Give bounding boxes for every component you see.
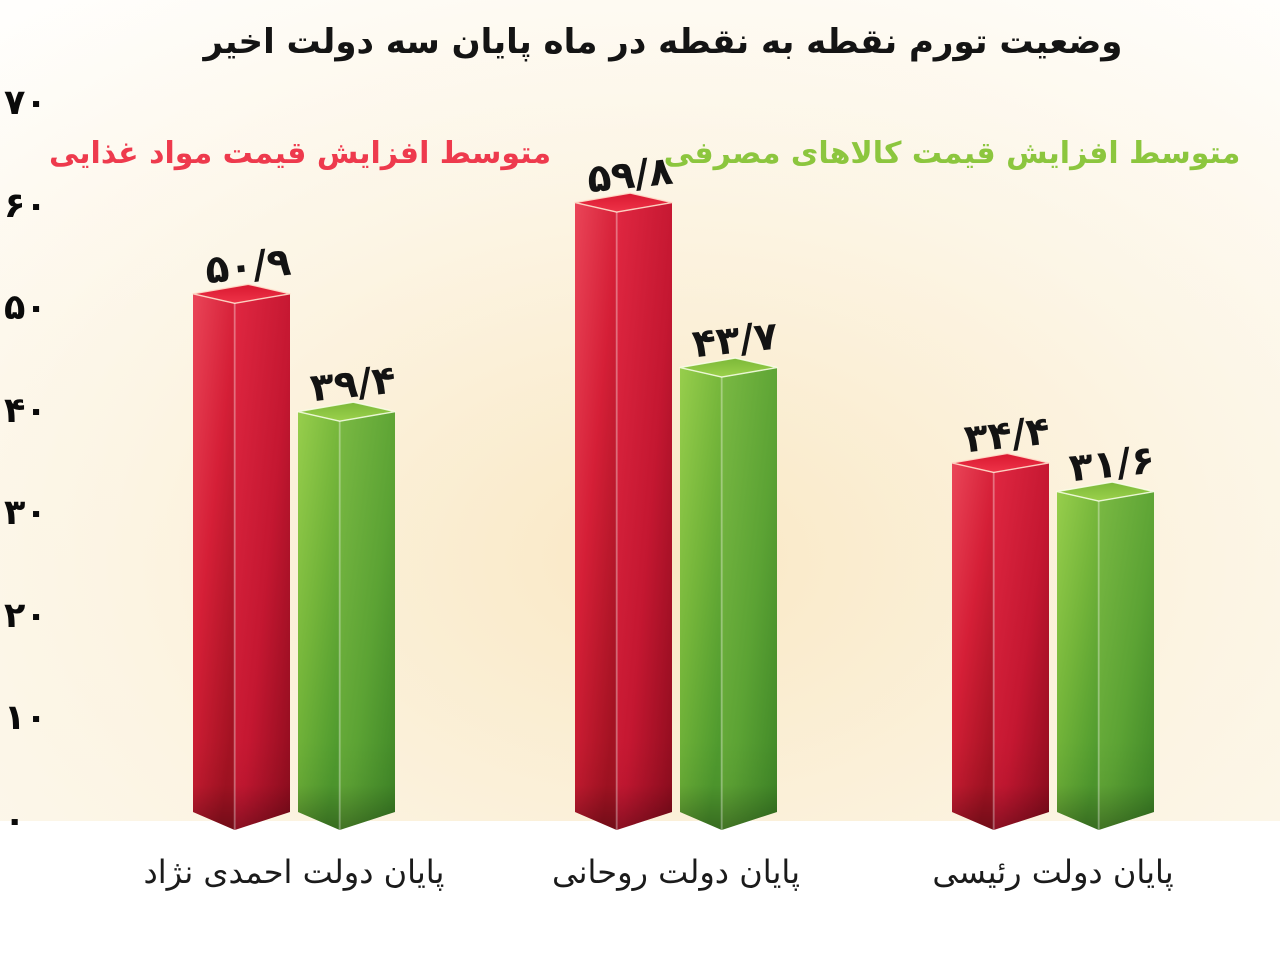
category-label-0: پایان دولت احمدی نژاد: [143, 853, 445, 891]
value-label-consumer-goods-1: ۴۳/۷: [689, 313, 780, 367]
bar-food-prices-1-bottom-shade: [575, 740, 672, 830]
category-label-2: پایان دولت رئیسی: [932, 853, 1174, 891]
y-tick-label-0: ۰: [4, 800, 26, 841]
bar-food-prices-2-left-face: [952, 462, 994, 830]
value-label-consumer-goods-2: ۳۱/۶: [1066, 437, 1157, 491]
bar-food-prices-2-right-face: [993, 462, 1049, 830]
chart-title: وضعیت تورم نقطه به نقطه در ماه پایان سه …: [203, 22, 1123, 62]
bar-consumer-goods-0-top-face: [297, 401, 396, 422]
value-label-consumer-goods-0: ۳۹/۴: [307, 357, 398, 411]
bar-food-prices-0-top-face: [192, 283, 291, 304]
value-label-food-prices-0: ۵۰/۹: [202, 239, 293, 294]
y-tick-label-50: ۵۰: [4, 288, 47, 328]
bar-consumer-goods-1-bottom-shade: [680, 740, 777, 830]
y-tick-label-70: ۷۰: [4, 83, 47, 123]
value-label-food-prices-1: ۵۹/۸: [584, 148, 675, 202]
bar-food-prices-1-right-face: [616, 202, 672, 831]
legend-food-prices: متوسط افزایش قیمت مواد غذایی: [48, 136, 552, 171]
bar-consumer-goods-1-right-face: [721, 367, 777, 830]
value-label-food-prices-2: ۳۴/۴: [961, 408, 1052, 463]
bar-food-prices-1-left-face: [575, 202, 617, 831]
y-tick-label-40: ۴۰: [4, 390, 47, 431]
bar-food-prices-0-bottom-shade: [193, 740, 290, 830]
bar-food-prices-1-top-face: [574, 192, 673, 213]
bar-food-prices-0-left-face: [193, 293, 235, 830]
bar-food-prices-2-top-face: [951, 452, 1050, 474]
bar-consumer-goods-0-right-face: [339, 411, 395, 830]
bar-consumer-goods-2-bottom-shade: [1057, 740, 1154, 830]
y-tick-label-60: ۶۰: [4, 185, 47, 226]
bar-food-prices-0-right-face: [234, 293, 290, 830]
category-label-1: پایان دولت روحانی: [551, 853, 801, 891]
bar-consumer-goods-1-top-face: [679, 357, 778, 378]
bar-consumer-goods-2-top-face: [1056, 481, 1155, 502]
y-tick-label-30: ۳۰: [4, 493, 47, 533]
bar-consumer-goods-1-left-face: [680, 367, 722, 830]
legend-consumer-goods: متوسط افزایش قیمت کالاهای مصرفی: [663, 136, 1241, 171]
y-tick-label-10: ۱۰: [4, 698, 47, 738]
y-tick-label-20: ۲۰: [4, 595, 47, 636]
bar-consumer-goods-0-bottom-shade: [298, 740, 395, 830]
bar-food-prices-2-bottom-shade: [952, 740, 1049, 830]
bar-consumer-goods-0-left-face: [298, 411, 340, 830]
